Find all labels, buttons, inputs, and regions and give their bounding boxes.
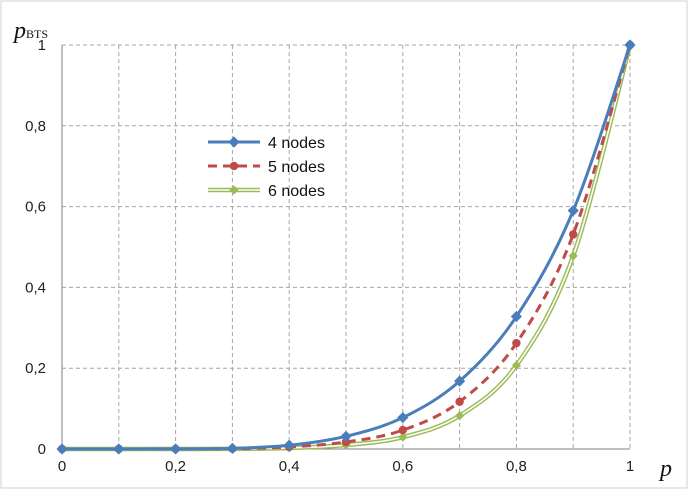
legend-swatch-marker <box>229 161 239 171</box>
x-tick-label: 0,8 <box>506 458 527 475</box>
data-point <box>568 251 578 261</box>
x-tick-label: 0,2 <box>165 458 186 475</box>
data-point <box>226 442 238 454</box>
series-1 <box>56 39 636 455</box>
legend-label: 4 nodes <box>268 135 325 152</box>
data-point <box>113 443 125 455</box>
y-axis-title-main: p <box>12 18 26 44</box>
data-point <box>454 375 466 387</box>
data-point <box>341 437 351 447</box>
x-tick-label: 1 <box>626 458 634 475</box>
legend-swatch-marker <box>228 136 240 148</box>
y-axis-title: pBTS <box>12 18 48 44</box>
y-tick-label: 0 <box>38 441 46 458</box>
x-tick-label: 0 <box>58 458 66 475</box>
data-point <box>511 360 521 370</box>
y-tick-label: 0,2 <box>25 360 46 377</box>
tick-labels: 0 0,2 0,4 0,6 0,8 1 0 0,2 0,4 0,6 0,8 1 <box>25 37 634 475</box>
legend-item-2: 5 nodes <box>208 159 325 176</box>
y-tick-label: 0,4 <box>25 279 46 296</box>
data-point <box>56 443 68 455</box>
legend: 4 nodes 5 nodes 6 nodes <box>208 135 325 200</box>
legend-label: 6 nodes <box>268 183 325 200</box>
data-point <box>397 411 409 424</box>
legend-swatch-marker <box>229 185 239 195</box>
data-point <box>510 310 522 323</box>
series-group <box>56 39 636 455</box>
legend-label: 5 nodes <box>268 159 325 176</box>
y-axis-title-subscript: BTS <box>26 27 48 41</box>
data-point <box>512 338 521 348</box>
y-tick-label: 0,8 <box>25 118 46 135</box>
data-point <box>283 439 295 451</box>
x-tick-label: 0,6 <box>392 458 413 475</box>
data-point <box>624 39 636 51</box>
data-point <box>567 205 579 217</box>
data-point <box>398 432 408 442</box>
data-point <box>455 397 464 406</box>
data-point <box>455 411 465 421</box>
x-axis-title: p <box>658 456 672 482</box>
x-tick-label: 0,4 <box>279 458 300 475</box>
data-point <box>398 425 407 435</box>
data-point <box>569 230 578 239</box>
data-point <box>340 430 352 442</box>
legend-item-3: 6 nodes <box>208 183 325 200</box>
y-tick-label: 1 <box>38 37 46 54</box>
data-point <box>170 443 182 455</box>
legend-item-1: 4 nodes <box>208 135 325 152</box>
y-tick-label: 0,6 <box>25 199 46 216</box>
